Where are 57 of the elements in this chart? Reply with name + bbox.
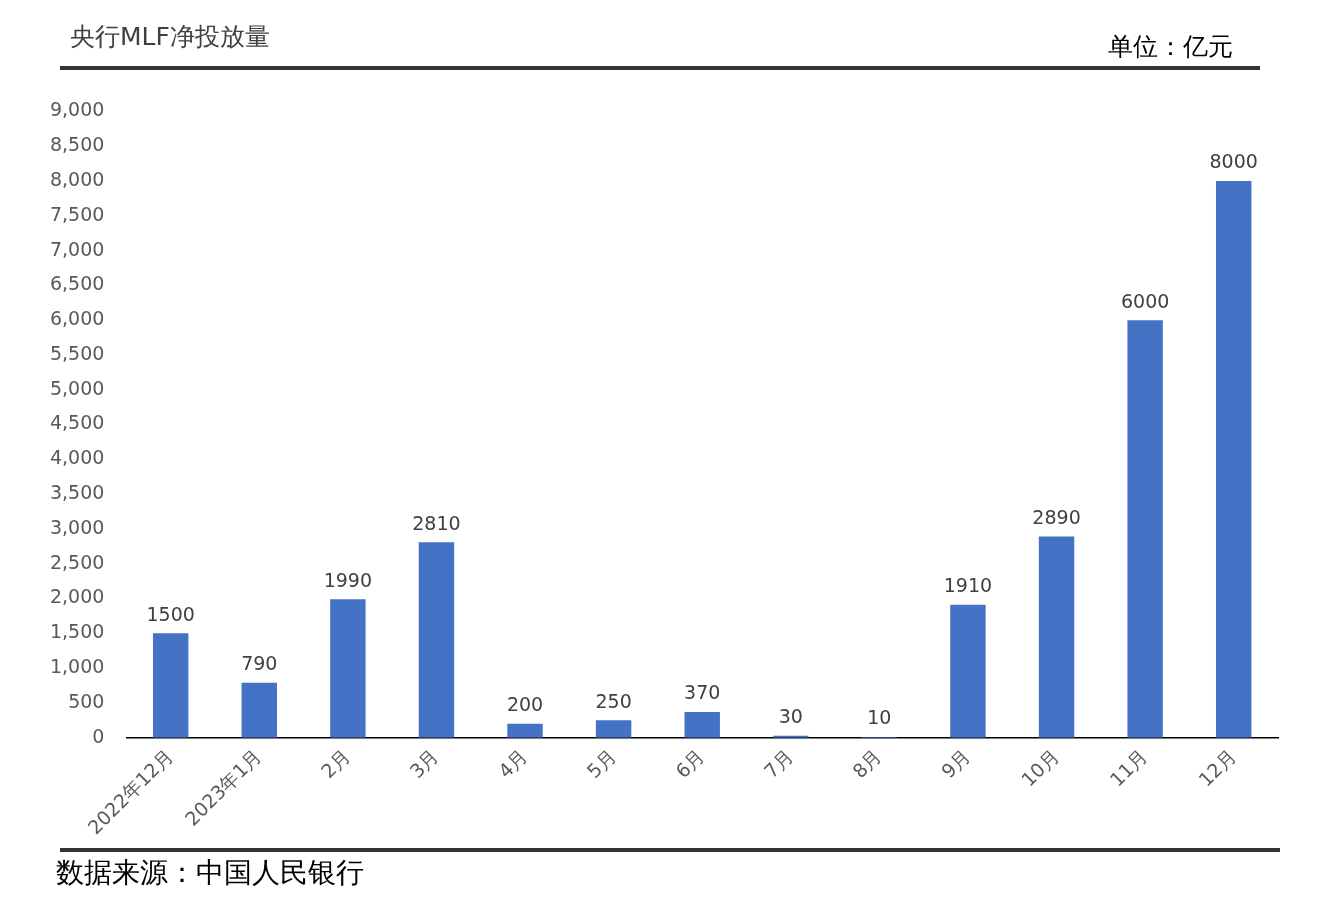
y-tick-label: 3,000 xyxy=(49,515,105,538)
data-label: 250 xyxy=(595,689,632,712)
y-tick-label: 500 xyxy=(68,689,105,712)
x-tick-label: 4月 xyxy=(493,744,532,783)
x-tick-label: 12月 xyxy=(1193,744,1241,791)
x-tick-label: 11月 xyxy=(1105,744,1152,791)
bar xyxy=(330,599,366,738)
x-tick-label: 3月 xyxy=(405,744,443,783)
bar xyxy=(950,604,986,738)
y-tick-label: 6,000 xyxy=(49,307,105,330)
y-tick-label: 9,000 xyxy=(49,98,105,121)
bar xyxy=(418,542,455,738)
source-note: 数据来源：中国人民银行 xyxy=(56,855,364,891)
bar xyxy=(684,711,720,738)
y-tick-label: 7,500 xyxy=(49,202,105,225)
chart-title: 央行MLF净投放量 xyxy=(70,21,270,53)
y-tick-label: 1,500 xyxy=(49,620,105,643)
y-tick-label: 5,000 xyxy=(49,376,105,399)
y-tick-label: 4,000 xyxy=(49,446,105,469)
y-tick-label: 4,500 xyxy=(49,411,105,434)
bar xyxy=(1215,180,1252,738)
data-label: 8000 xyxy=(1209,150,1258,173)
y-tick-label: 2,500 xyxy=(49,550,105,573)
data-label: 1500 xyxy=(146,602,195,625)
y-tick-label: 1,000 xyxy=(49,655,105,678)
x-tick-label: 9月 xyxy=(936,744,975,783)
bar xyxy=(507,723,543,738)
data-label: 2810 xyxy=(412,511,461,534)
x-tick-label: 10月 xyxy=(1016,744,1063,791)
y-tick-label: 2,000 xyxy=(49,585,105,608)
data-label: 10 xyxy=(867,706,892,729)
data-label: 1910 xyxy=(943,574,993,597)
y-tick-label: 0 xyxy=(92,724,105,747)
chart-subtitle: 单位：亿元 xyxy=(1108,31,1233,63)
bar xyxy=(595,720,632,738)
bar xyxy=(1038,536,1075,738)
x-tick-label: 2月 xyxy=(316,744,355,783)
bar xyxy=(241,682,277,738)
data-label: 2890 xyxy=(1032,506,1081,529)
data-label: 370 xyxy=(684,681,721,704)
y-tick-label: 7,000 xyxy=(49,237,105,260)
data-label: 30 xyxy=(778,705,803,728)
bar xyxy=(152,633,189,738)
data-label: 6000 xyxy=(1120,289,1170,312)
x-tick-label: 6月 xyxy=(670,744,709,783)
y-tick-label: 6,500 xyxy=(49,272,105,295)
data-label: 1990 xyxy=(323,568,373,591)
y-tick-label: 8,500 xyxy=(49,133,105,156)
x-tick-label: 7月 xyxy=(759,744,798,783)
y-tick-label: 5,500 xyxy=(49,341,105,364)
x-tick-label: 5月 xyxy=(582,744,620,783)
x-tick-label: 8月 xyxy=(848,744,886,783)
data-label: 790 xyxy=(241,652,278,675)
bar xyxy=(1127,320,1163,738)
y-tick-label: 3,500 xyxy=(49,481,105,504)
data-label: 200 xyxy=(506,693,544,716)
y-tick-label: 8,000 xyxy=(49,167,105,190)
